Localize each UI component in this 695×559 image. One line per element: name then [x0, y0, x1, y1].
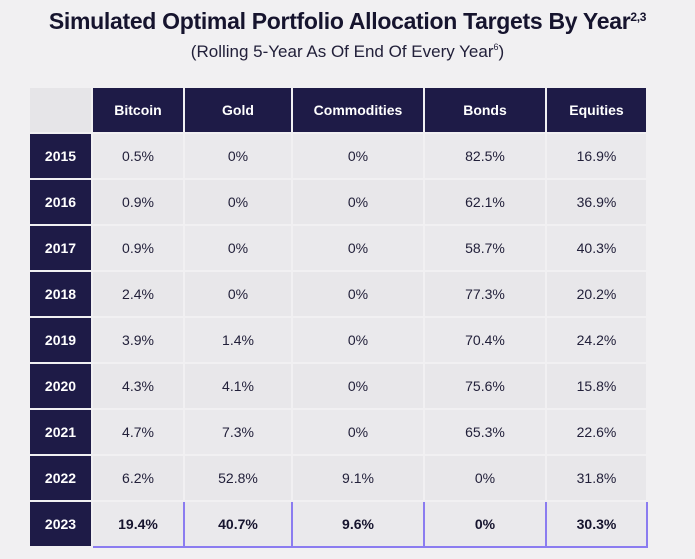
- value-cell: 16.9%: [545, 132, 648, 180]
- value-cell: 62.1%: [423, 178, 547, 226]
- table-row: 2016 0.9% 0% 0% 62.1% 36.9%: [28, 178, 648, 226]
- value-cell: 36.9%: [545, 178, 648, 226]
- table-row: 2018 2.4% 0% 0% 77.3% 20.2%: [28, 270, 648, 318]
- value-cell: 0%: [423, 500, 547, 548]
- value-cell: 0.9%: [91, 224, 185, 272]
- page-title: Simulated Optimal Portfolio Allocation T…: [0, 8, 695, 35]
- value-cell: 65.3%: [423, 408, 547, 456]
- value-cell: 0%: [291, 224, 425, 272]
- allocation-table: Bitcoin Gold Commodities Bonds Equities …: [28, 86, 648, 548]
- value-cell: 0%: [291, 270, 425, 318]
- col-gold: Gold: [183, 86, 293, 134]
- table-row: 2021 4.7% 7.3% 0% 65.3% 22.6%: [28, 408, 648, 456]
- table-row: 2022 6.2% 52.8% 9.1% 0% 31.8%: [28, 454, 648, 502]
- value-cell: 2.4%: [91, 270, 185, 318]
- title-footnote: 2,3: [630, 10, 647, 24]
- table-row: 2015 0.5% 0% 0% 82.5% 16.9%: [28, 132, 648, 180]
- value-cell: 30.3%: [545, 500, 648, 548]
- value-cell: 22.6%: [545, 408, 648, 456]
- value-cell: 0%: [291, 408, 425, 456]
- value-cell: 3.9%: [91, 316, 185, 364]
- value-cell: 75.6%: [423, 362, 547, 410]
- value-cell: 77.3%: [423, 270, 547, 318]
- table-row: 2019 3.9% 1.4% 0% 70.4% 24.2%: [28, 316, 648, 364]
- value-cell: 40.3%: [545, 224, 648, 272]
- value-cell: 4.7%: [91, 408, 185, 456]
- col-equities: Equities: [545, 86, 648, 134]
- year-cell: 2019: [28, 316, 93, 364]
- value-cell: 0.5%: [91, 132, 185, 180]
- col-bonds: Bonds: [423, 86, 547, 134]
- value-cell: 31.8%: [545, 454, 648, 502]
- year-cell: 2017: [28, 224, 93, 272]
- value-cell: 70.4%: [423, 316, 547, 364]
- year-cell: 2021: [28, 408, 93, 456]
- table-row: 2020 4.3% 4.1% 0% 75.6% 15.8%: [28, 362, 648, 410]
- value-cell: 0%: [291, 362, 425, 410]
- year-cell: 2018: [28, 270, 93, 318]
- value-cell: 52.8%: [183, 454, 293, 502]
- value-cell: 0.9%: [91, 178, 185, 226]
- year-cell: 2015: [28, 132, 93, 180]
- value-cell: 0%: [183, 270, 293, 318]
- value-cell: 4.1%: [183, 362, 293, 410]
- header-row: Bitcoin Gold Commodities Bonds Equities: [28, 86, 648, 134]
- value-cell: 0%: [291, 178, 425, 226]
- value-cell: 20.2%: [545, 270, 648, 318]
- table-row: 2017 0.9% 0% 0% 58.7% 40.3%: [28, 224, 648, 272]
- value-cell: 1.4%: [183, 316, 293, 364]
- value-cell: 7.3%: [183, 408, 293, 456]
- subtitle-text: (Rolling 5-Year As Of End Of Every Year: [190, 42, 494, 61]
- year-cell: 2016: [28, 178, 93, 226]
- value-cell: 40.7%: [183, 500, 293, 548]
- value-cell: 82.5%: [423, 132, 547, 180]
- value-cell: 0%: [183, 178, 293, 226]
- subtitle: (Rolling 5-Year As Of End Of Every Year6…: [0, 42, 695, 62]
- col-commodities: Commodities: [291, 86, 425, 134]
- table-row: 2023 19.4% 40.7% 9.6% 0% 30.3%: [28, 500, 648, 548]
- value-cell: 6.2%: [91, 454, 185, 502]
- col-bitcoin: Bitcoin: [91, 86, 185, 134]
- subtitle-footnote: 6: [493, 42, 499, 52]
- value-cell: 0%: [291, 132, 425, 180]
- value-cell: 15.8%: [545, 362, 648, 410]
- subtitle-end: ): [498, 42, 505, 61]
- value-cell: 24.2%: [545, 316, 648, 364]
- value-cell: 58.7%: [423, 224, 547, 272]
- value-cell: 19.4%: [91, 500, 185, 548]
- value-cell: 4.3%: [91, 362, 185, 410]
- year-cell: 2023: [28, 500, 93, 548]
- value-cell: 0%: [423, 454, 547, 502]
- value-cell: 9.6%: [291, 500, 425, 548]
- corner-cell: [28, 86, 93, 134]
- title-text: Simulated Optimal Portfolio Allocation T…: [48, 8, 631, 34]
- year-cell: 2020: [28, 362, 93, 410]
- value-cell: 9.1%: [291, 454, 425, 502]
- value-cell: 0%: [183, 132, 293, 180]
- year-cell: 2022: [28, 454, 93, 502]
- value-cell: 0%: [291, 316, 425, 364]
- value-cell: 0%: [183, 224, 293, 272]
